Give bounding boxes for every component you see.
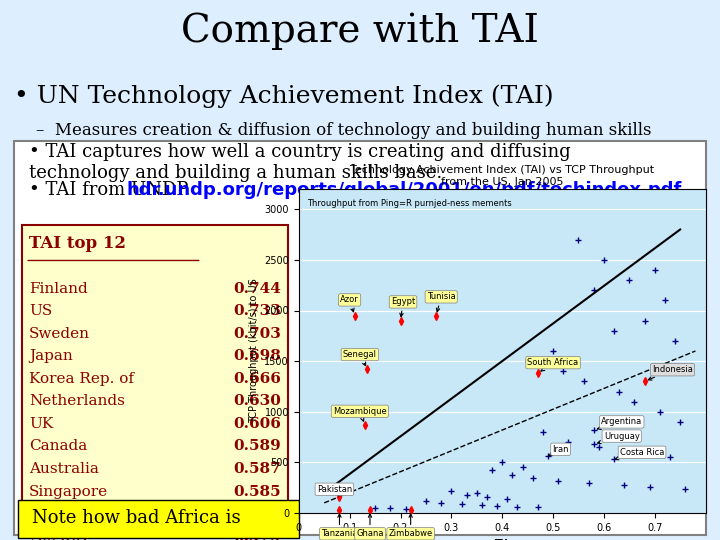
Text: 0.630: 0.630 (233, 394, 281, 408)
Text: Germany: Germany (29, 507, 99, 521)
Text: Egypt: Egypt (391, 298, 415, 316)
Text: UK: UK (29, 417, 53, 431)
Title: Technology Achivement Index (TAI) vs TCP Throughput
from the US, Jan 2005: Technology Achivement Index (TAI) vs TCP… (350, 165, 654, 187)
Text: 0.583: 0.583 (233, 507, 281, 521)
Text: Indonesia: Indonesia (648, 365, 693, 380)
X-axis label: TA: TA (495, 538, 510, 540)
Text: Uruguay: Uruguay (598, 431, 639, 444)
Text: Tunisia: Tunisia (427, 292, 456, 312)
Text: Sweden: Sweden (29, 327, 90, 341)
FancyBboxPatch shape (22, 225, 288, 521)
Text: • UN Technology Achievement Index (TAI): • UN Technology Achievement Index (TAI) (14, 84, 554, 108)
Text: 0.589: 0.589 (233, 440, 281, 454)
Text: US: US (29, 304, 52, 318)
Text: Tanzania: Tanzania (321, 514, 358, 538)
Text: –  Measures creation & diffusion of technology and building human skills: – Measures creation & diffusion of techn… (36, 122, 652, 139)
Text: 0.585: 0.585 (233, 484, 281, 498)
Text: 0.744: 0.744 (233, 281, 281, 295)
Text: • TAI captures how well a country is creating and diffusing
technology and build: • TAI captures how well a country is cre… (29, 143, 570, 182)
Text: Iran: Iran (549, 445, 569, 456)
Text: hdr.undp.org/reports/global/2001/en/pdf/techindex.pdf: hdr.undp.org/reports/global/2001/en/pdf/… (126, 180, 681, 199)
Text: Argentina: Argentina (597, 417, 642, 429)
Text: Senegal: Senegal (343, 350, 377, 366)
Text: Australia: Australia (29, 462, 99, 476)
Text: Throughput from Ping=R purnjed-ness mements: Throughput from Ping=R purnjed-ness meme… (307, 199, 512, 208)
Text: 0.606: 0.606 (233, 417, 281, 431)
Text: 0.579: 0.579 (233, 530, 281, 540)
Text: Korea Rep. of: Korea Rep. of (29, 372, 134, 386)
Text: TAI top 12: TAI top 12 (29, 234, 126, 252)
FancyBboxPatch shape (18, 500, 299, 538)
Text: 0.666: 0.666 (233, 372, 281, 386)
Text: Norway: Norway (29, 530, 89, 540)
Text: 0.587: 0.587 (233, 462, 281, 476)
Text: Azor: Azor (341, 295, 359, 312)
Text: Ghana: Ghana (356, 514, 384, 538)
Y-axis label: TCP Throughput (kbit/s) to US: TCP Throughput (kbit/s) to US (249, 279, 258, 423)
Text: Netherlands: Netherlands (29, 394, 125, 408)
Text: Compare with TAI: Compare with TAI (181, 13, 539, 50)
Text: Zimbabwe: Zimbabwe (389, 514, 433, 538)
Text: Singapore: Singapore (29, 484, 108, 498)
Text: Mozambique: Mozambique (333, 407, 387, 421)
Text: Japan: Japan (29, 349, 73, 363)
Text: Finland: Finland (29, 281, 88, 295)
Text: Note how bad Africa is: Note how bad Africa is (32, 509, 241, 528)
Text: Pakistan: Pakistan (317, 485, 352, 496)
Text: 0.733: 0.733 (233, 304, 281, 318)
Text: 0.698: 0.698 (233, 349, 281, 363)
Text: South Africa: South Africa (528, 358, 579, 371)
Text: Canada: Canada (29, 440, 87, 454)
Text: Costa Rica: Costa Rica (615, 448, 665, 460)
Text: • TAI from UNDP: • TAI from UNDP (29, 180, 194, 199)
FancyBboxPatch shape (14, 140, 706, 535)
Text: 0.703: 0.703 (233, 327, 281, 341)
